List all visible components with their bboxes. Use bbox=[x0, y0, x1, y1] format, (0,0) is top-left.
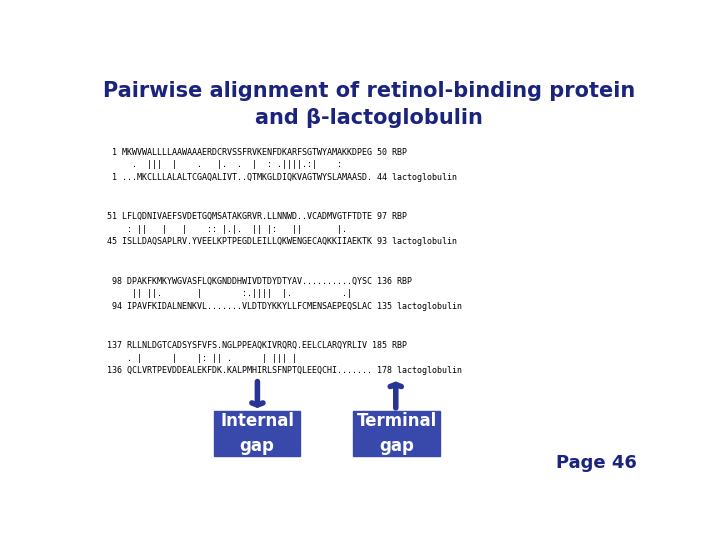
FancyBboxPatch shape bbox=[354, 411, 440, 456]
FancyBboxPatch shape bbox=[214, 411, 300, 456]
Text: Pairwise alignment of retinol-binding protein
and β-lactoglobulin: Pairwise alignment of retinol-binding pr… bbox=[103, 82, 635, 128]
Text: .  |||  |    .   |.  .  |  : .||||.:|    :: . ||| | . |. . | : .||||.:| : bbox=[107, 160, 356, 170]
Text: 1 MKWVWALLLLAAWAAAERDCRVSSFRVKENFDKARFSGTWYAMAKKDPEG 50 RBP: 1 MKWVWALLLLAAWAAAERDCRVSSFRVKENFDKARFSG… bbox=[107, 148, 407, 157]
Text: 98 DPAKFKMKYWGVASFLQKGNDDHWIVDTDYDTYAV..........QYSC 136 RBP: 98 DPAKFKMKYWGVASFLQKGNDDHWIVDTDYDTYAV..… bbox=[107, 277, 412, 286]
Text: 51 LFLQDNIVAEFSVDETGQMSATAKGRVR.LLNNWD..VCADMVGTFTDTE 97 RBP: 51 LFLQDNIVAEFSVDETGQMSATAKGRVR.LLNNWD..… bbox=[107, 212, 407, 221]
Text: Terminal
gap: Terminal gap bbox=[356, 411, 437, 455]
Text: . |      |    |: || .      | ||| |: . | | |: || . | ||| | bbox=[107, 354, 361, 363]
Text: 94 IPAVFKIDALNENKVL.......VLDTDYKKYLLFCMENSAEPEQSLAC 135 lactoglobulin: 94 IPAVFKIDALNENKVL.......VLDTDYKKYLLFCM… bbox=[107, 302, 462, 311]
Text: Page 46: Page 46 bbox=[556, 454, 637, 472]
Text: : ||   |   |    :: |.|.  || |:   ||       |.: : || | | :: |.|. || |: || |. bbox=[107, 225, 356, 234]
Text: 45 ISLLDAQSAPLRV.YVEELKPTPEGDLEILLQKWENGECAQKKIIAEKTK 93 lactoglobulin: 45 ISLLDAQSAPLRV.YVEELKPTPEGDLEILLQKWENG… bbox=[107, 238, 456, 246]
Text: Internal
gap: Internal gap bbox=[220, 411, 294, 455]
Text: 136 QCLVRTPEVDDEALEKFDK.KALPMHIRLSFNPTQLEEQCHI....... 178 lactoglobulin: 136 QCLVRTPEVDDEALEKFDK.KALPMHIRLSFNPTQL… bbox=[107, 366, 462, 375]
Text: 1 ...MKCLLLALALTCGAQALIVT..QTMKGLDIQKVAGTWYSLAMAASD. 44 lactoglobulin: 1 ...MKCLLLALALTCGAQALIVT..QTMKGLDIQKVAG… bbox=[107, 173, 456, 182]
Text: || ||.       |        :.||||  |.          .|: || ||. | :.|||| |. .| bbox=[107, 289, 361, 298]
Text: 137 RLLNLDGTCADSYSFVFS.NGLPPEAQKIVRQRQ.EELCLARQYRLIV 185 RBP: 137 RLLNLDGTCADSYSFVFS.NGLPPEAQKIVRQRQ.E… bbox=[107, 341, 407, 350]
